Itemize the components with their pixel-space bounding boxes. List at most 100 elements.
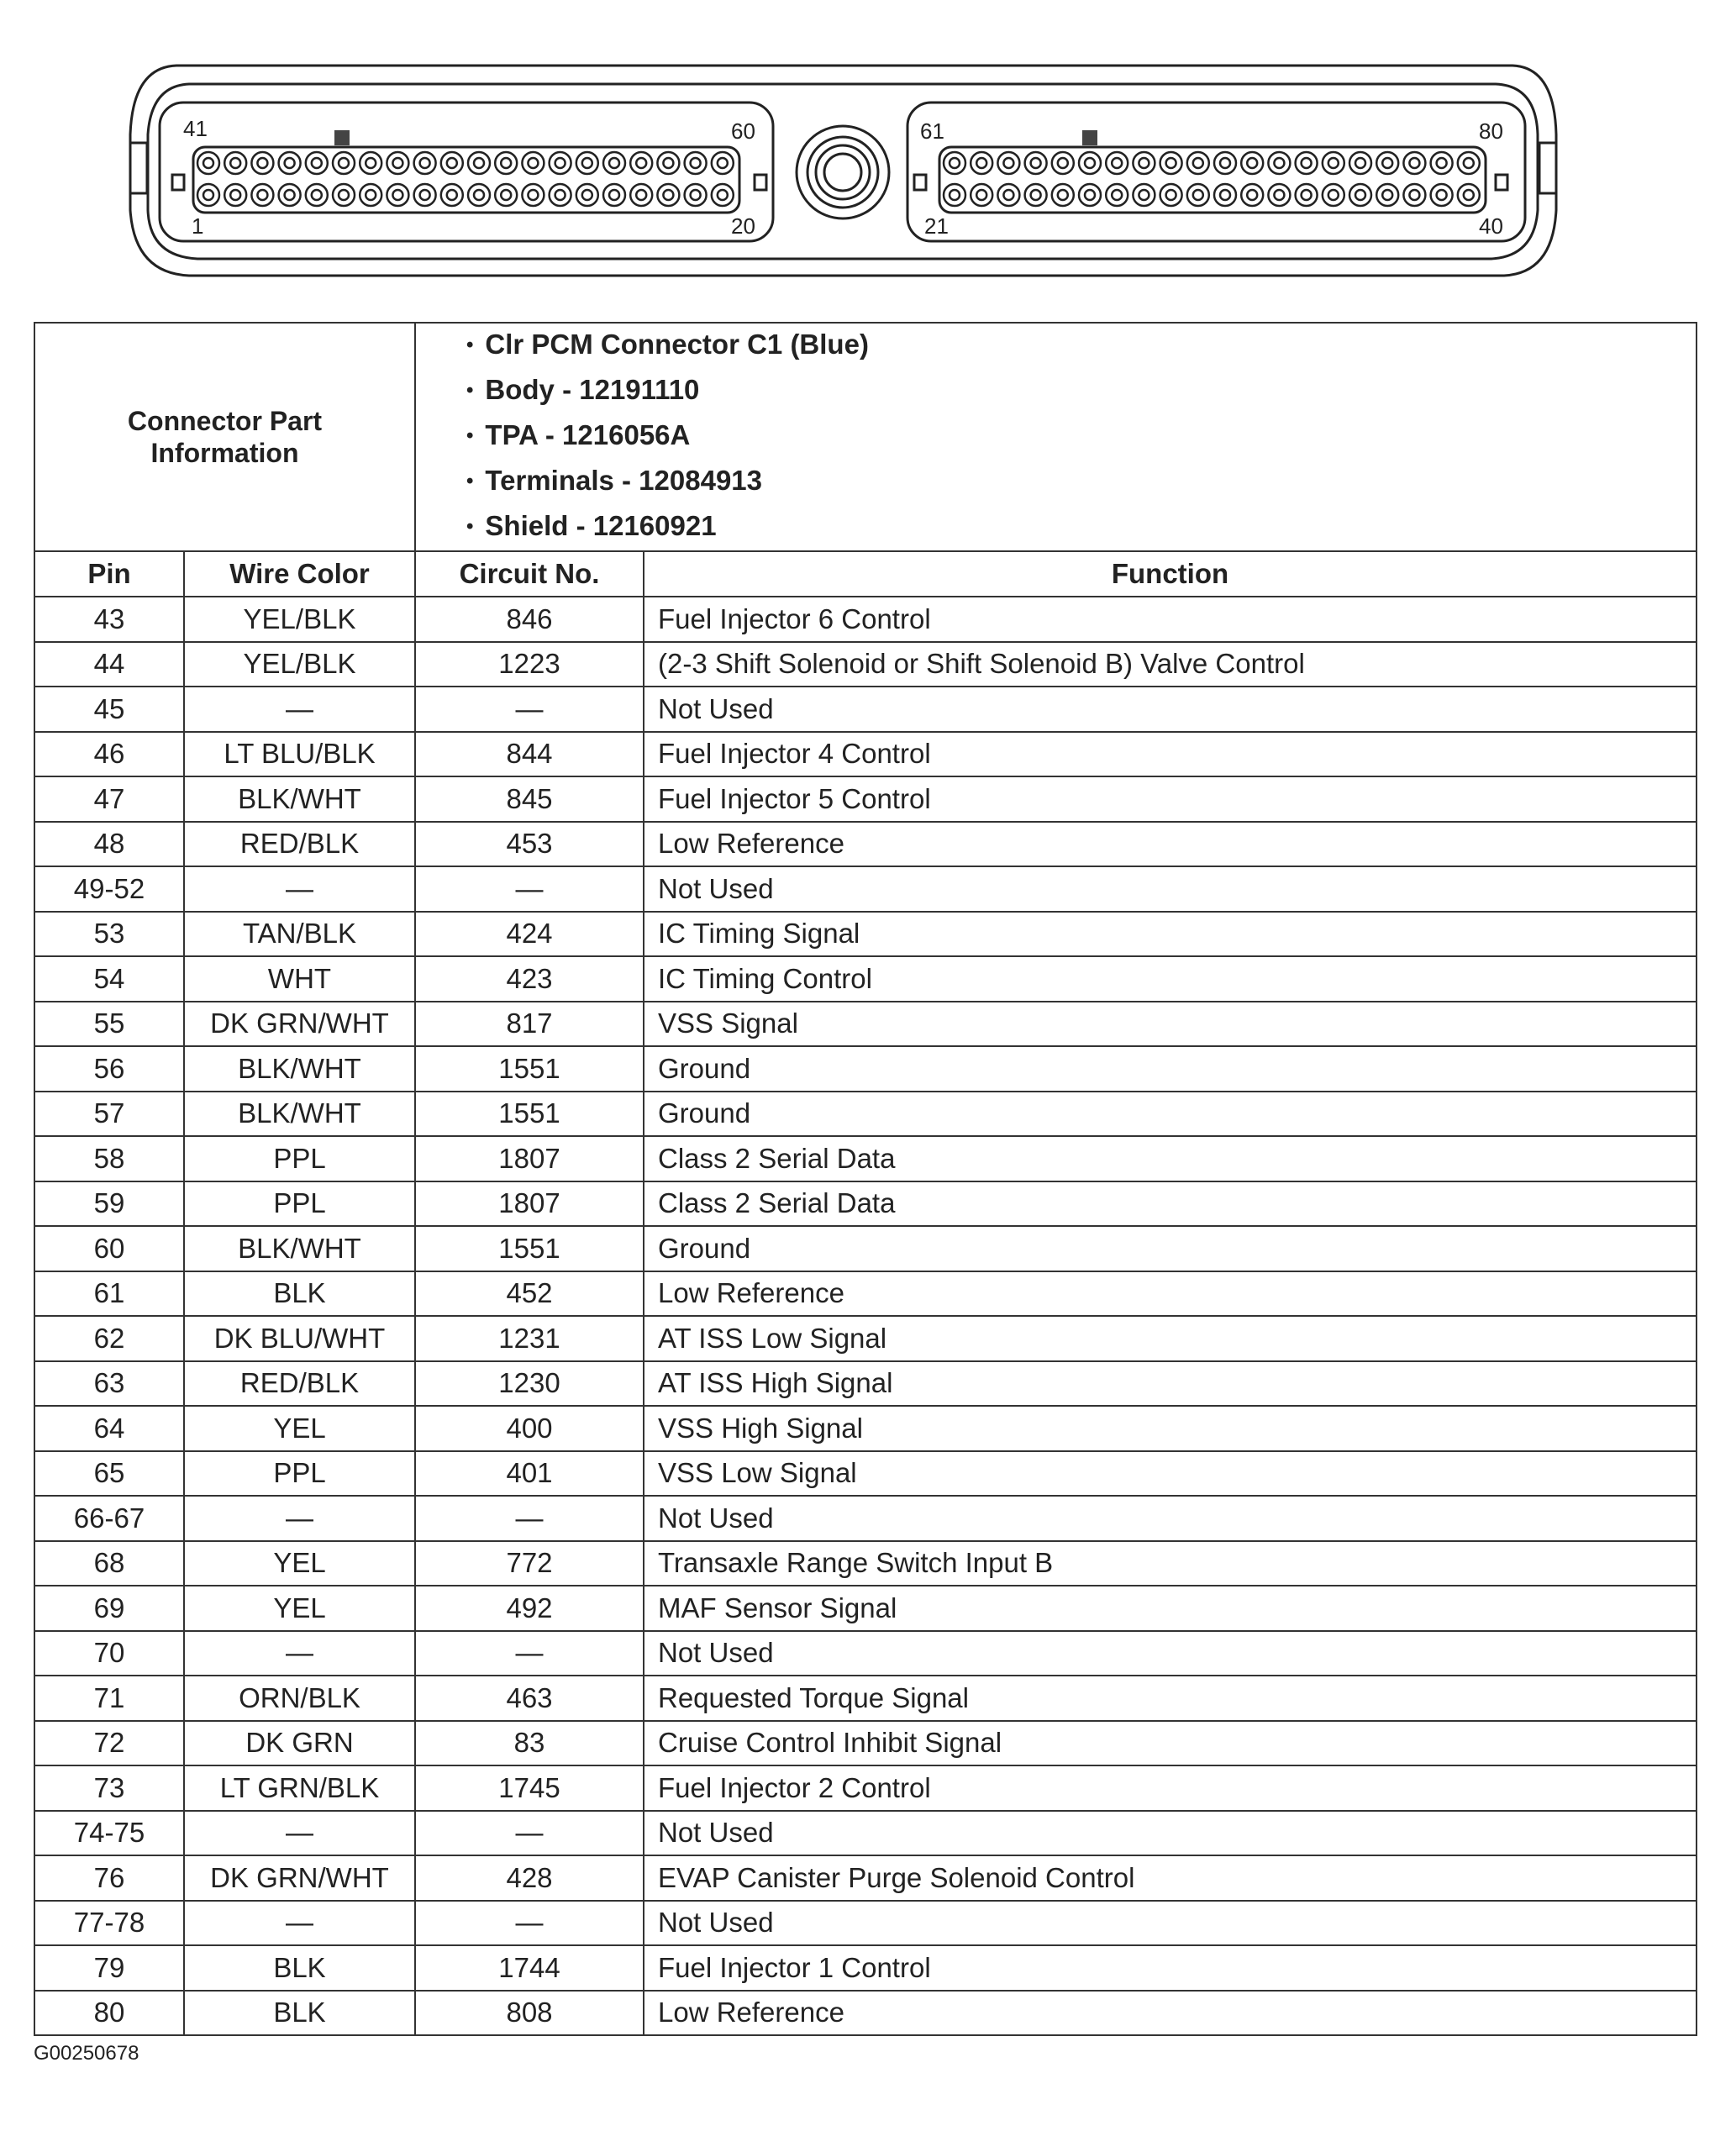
wire-color-cell: RED/BLK: [183, 820, 416, 867]
pin-terminal: [331, 150, 356, 176]
wire-color-cell: PPL: [183, 1180, 416, 1227]
pin-terminal: [466, 182, 492, 208]
pin-cell: 60: [34, 1225, 185, 1272]
pin-terminal: [418, 188, 431, 202]
pin-terminal: [418, 156, 431, 170]
table-row: 45— — Not Used: [34, 686, 1697, 733]
pin-terminal: [310, 156, 324, 170]
pin-terminal: [1300, 188, 1313, 202]
table-row: 65 PPL 401 VSS Low Signal: [34, 1450, 1697, 1497]
function-cell: IC Timing Signal: [643, 910, 1697, 957]
pin-terminal: [1029, 156, 1042, 170]
function-cell: Requested Torque Signal: [643, 1675, 1697, 1722]
column-header-circuit-no: Circuit No.: [414, 550, 644, 597]
pin-label: 1: [192, 213, 203, 239]
pin-terminal: [1294, 150, 1318, 176]
pin-terminal: [1218, 188, 1232, 202]
wire-color-cell: —: [183, 1809, 416, 1856]
pin-terminal: [969, 182, 994, 208]
circuit-no-cell: 1231: [414, 1315, 644, 1362]
pin-cell: 62: [34, 1315, 185, 1362]
circuit-no-cell: —: [414, 1899, 644, 1946]
pin-cell: 80: [34, 1989, 185, 2036]
pin-label: 20: [731, 213, 755, 239]
pin-terminal: [1083, 188, 1097, 202]
circuit-no-cell: —: [414, 1809, 644, 1856]
function-cell: MAF Sensor Signal: [643, 1585, 1697, 1632]
table-row: 54 WHT 423 IC Timing Control: [34, 955, 1697, 1002]
circuit-no-cell: 845: [414, 776, 644, 823]
wire-color-cell: LT GRN/BLK: [183, 1765, 416, 1812]
pin-terminal: [1213, 150, 1238, 176]
pin-terminal: [413, 182, 437, 208]
pin-terminal: [1192, 188, 1205, 202]
wire-color-cell: —: [183, 686, 416, 733]
pin-terminal: [250, 182, 275, 208]
pin-terminal: [1273, 156, 1286, 170]
function-cell: Ground: [643, 1225, 1697, 1272]
wire-color-cell: RED/BLK: [183, 1360, 416, 1407]
table-row: 68 YEL 772 Transaxle Range Switch Input B: [34, 1539, 1697, 1586]
pin-terminal: [1165, 156, 1177, 170]
circuit-no-cell: 1745: [414, 1765, 644, 1812]
wire-color-cell: DK GRN/WHT: [183, 1855, 416, 1902]
pin-terminal: [948, 188, 961, 202]
pin-terminal: [1273, 188, 1286, 202]
pin-cell: 72: [34, 1719, 185, 1766]
pin-cell: 64: [34, 1405, 185, 1452]
pin-terminal: [493, 150, 518, 176]
function-cell: EVAP Canister Purge Solenoid Control: [643, 1855, 1697, 1902]
pin-terminal: [196, 182, 221, 208]
pin-cell: 66-67: [34, 1495, 185, 1542]
pin-terminal: [975, 156, 988, 170]
pin-cell: 58: [34, 1135, 185, 1182]
circuit-no-cell: 428: [414, 1855, 644, 1902]
pin-terminal: [997, 150, 1021, 176]
function-cell: Low Reference: [643, 1270, 1697, 1317]
pin-terminal: [1354, 188, 1367, 202]
pin-terminal: [548, 182, 572, 208]
part-info-item: Clr PCM Connector C1 (Blue): [466, 324, 1696, 369]
pin-terminal: [716, 156, 729, 170]
pin-terminal: [629, 182, 654, 208]
pin-terminal: [710, 150, 735, 176]
pin-terminal: [942, 182, 967, 208]
column-header-pin: Pin: [34, 550, 185, 597]
pin-terminal: [358, 150, 383, 176]
pin-terminal: [1218, 156, 1232, 170]
table-row: 69 YEL 492 MAF Sensor Signal: [34, 1585, 1697, 1632]
pin-terminal: [1435, 156, 1448, 170]
function-cell: Fuel Injector 5 Control: [643, 776, 1697, 823]
pin-terminal: [310, 188, 324, 202]
pin-terminal: [229, 156, 242, 170]
pin-terminal: [521, 150, 545, 176]
pin-terminal: [1429, 182, 1454, 208]
function-cell: VSS High Signal: [643, 1405, 1697, 1452]
circuit-no-cell: 401: [414, 1450, 644, 1497]
circuit-no-cell: 808: [414, 1989, 644, 2036]
part-info-item: Shield - 12160921: [466, 505, 1696, 550]
pin-cell: 46: [34, 730, 185, 777]
pin-terminal: [1245, 156, 1259, 170]
pin-terminal: [196, 150, 221, 176]
wire-color-cell: LT BLU/BLK: [183, 730, 416, 777]
pin-terminal: [256, 156, 269, 170]
wire-color-cell: YEL/BLK: [183, 596, 416, 643]
function-cell: Class 2 Serial Data: [643, 1180, 1697, 1227]
pin-terminal: [969, 150, 994, 176]
pin-terminal: [283, 188, 296, 202]
circuit-no-cell: —: [414, 686, 644, 733]
wire-color-cell: BLK: [183, 1944, 416, 1992]
table-row: 77-78— — Not Used: [34, 1899, 1697, 1946]
pin-terminal: [1462, 188, 1476, 202]
pin-terminal: [629, 150, 654, 176]
circuit-no-cell: 772: [414, 1539, 644, 1586]
wire-color-cell: YEL: [183, 1585, 416, 1632]
function-cell: Transaxle Range Switch Input B: [643, 1539, 1697, 1586]
table-row: 73 LT GRN/BLK 1745 Fuel Injector 2 Control: [34, 1765, 1697, 1812]
pin-terminal: [634, 156, 648, 170]
circuit-no-cell: 817: [414, 1000, 644, 1047]
pin-label: 60: [731, 118, 755, 144]
table-row: 46 LT BLU/BLK 844 Fuel Injector 4 Control: [34, 730, 1697, 777]
function-cell: Not Used: [643, 1809, 1697, 1856]
